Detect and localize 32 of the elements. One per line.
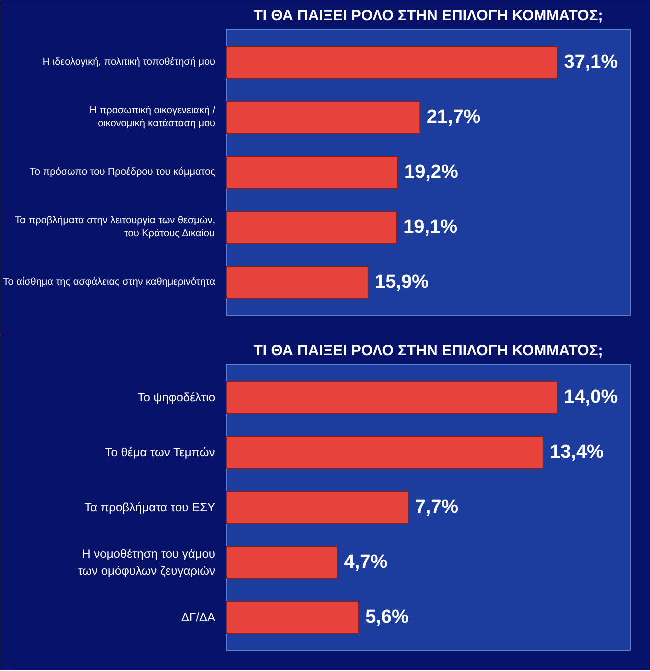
y-tick-label: Η νομοθέτηση του γάμου των ομόφυλων ζευγαριών [78, 547, 216, 578]
y-tick-label: Το ψηφοδέλτιο [138, 390, 216, 404]
bar [226, 211, 398, 244]
bar [226, 491, 410, 524]
data-label: 4,7% [344, 552, 388, 573]
data-label: 5,6% [366, 607, 409, 628]
y-tick-label: Το πρόσωπο του Προέδρου του κόμματος [30, 167, 216, 178]
data-label: 37,1% [564, 52, 618, 73]
data-label: 19,2% [404, 162, 458, 183]
data-label: 14,0% [564, 387, 618, 408]
data-label: 15,9% [375, 272, 430, 293]
bar [226, 46, 558, 79]
bar [226, 436, 544, 469]
y-tick-label: Το αίσθημα της ασφάλειας στην καθημερινότητα [3, 277, 216, 288]
y-tick-label: ΔΓ/ΔΑ [182, 610, 216, 624]
y-tick-label: Η προσωπική οικογενειακή / οικονομική κατάσταση μου [90, 105, 216, 130]
y-tick-label: Τα προβλήματα του ΕΣΥ [84, 500, 216, 514]
y-tick-label: Η ιδεολογική, πολιτική τοποθέτησή μου [42, 57, 216, 68]
bar [226, 156, 398, 189]
y-tick-label: Το θέμα των Τεμπών [105, 446, 216, 460]
bar [226, 101, 421, 134]
data-label: 7,7% [415, 497, 459, 518]
bar [226, 381, 558, 414]
chart-title: ΤΙ ΘΑ ΠΑΙΞΕΙ ΡΟΛΟ ΣΤΗΝ ΕΠΙΛΟΓΗ ΚΟΜΜΑΤΟΣ; [254, 8, 604, 24]
y-tick-label: Τα προβλήματα στην λειτουργία των θεσμών, του Κράτους Δικαίου [15, 215, 216, 240]
bar [226, 266, 369, 299]
data-label: 19,1% [404, 217, 458, 238]
bar [226, 601, 360, 634]
chart-title: ΤΙ ΘΑ ΠΑΙΞΕΙ ΡΟΛΟ ΣΤΗΝ ΕΠΙΛΟΓΗ ΚΟΜΜΑΤΟΣ; [254, 342, 604, 360]
data-label: 13,4% [550, 442, 604, 463]
data-label: 21,7% [426, 107, 481, 128]
bar [226, 546, 338, 579]
